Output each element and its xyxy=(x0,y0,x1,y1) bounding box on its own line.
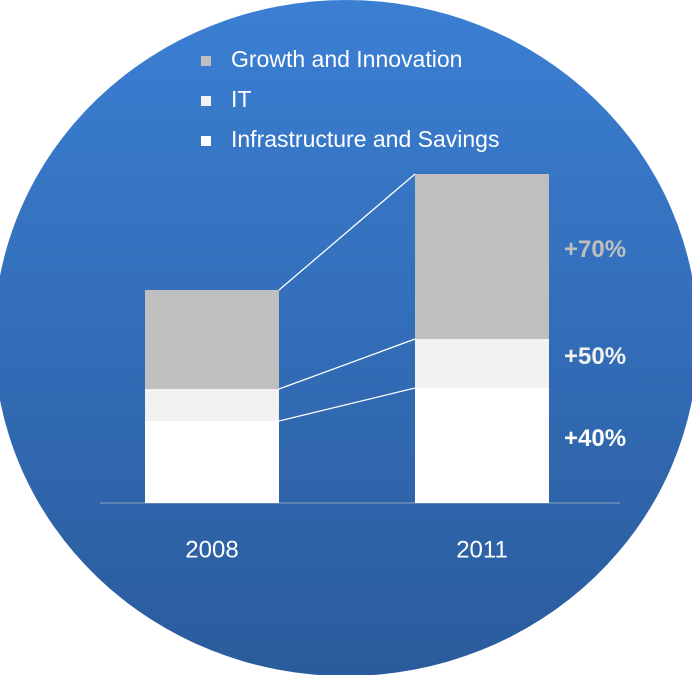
legend-marker xyxy=(201,96,211,106)
bar-segment xyxy=(415,388,549,503)
x-tick-label: 2008 xyxy=(185,536,238,563)
bar-segment xyxy=(145,290,279,389)
legend-label: Infrastructure and Savings xyxy=(231,126,499,152)
bar-segment xyxy=(145,389,279,421)
legend-label: Growth and Innovation xyxy=(231,46,462,72)
bar-segment xyxy=(145,421,279,503)
connector xyxy=(278,173,416,291)
x-tick-label: 2011 xyxy=(456,536,508,563)
bar-segment xyxy=(415,339,549,388)
legend-marker xyxy=(201,136,211,146)
legend-label: IT xyxy=(231,86,251,112)
annotation: +50% xyxy=(564,343,626,370)
annotation: +40% xyxy=(564,425,626,452)
connector xyxy=(278,338,416,390)
legend-marker xyxy=(201,56,211,66)
annotation: +70% xyxy=(564,236,626,263)
bar-segment xyxy=(415,174,549,339)
connector xyxy=(278,387,416,422)
